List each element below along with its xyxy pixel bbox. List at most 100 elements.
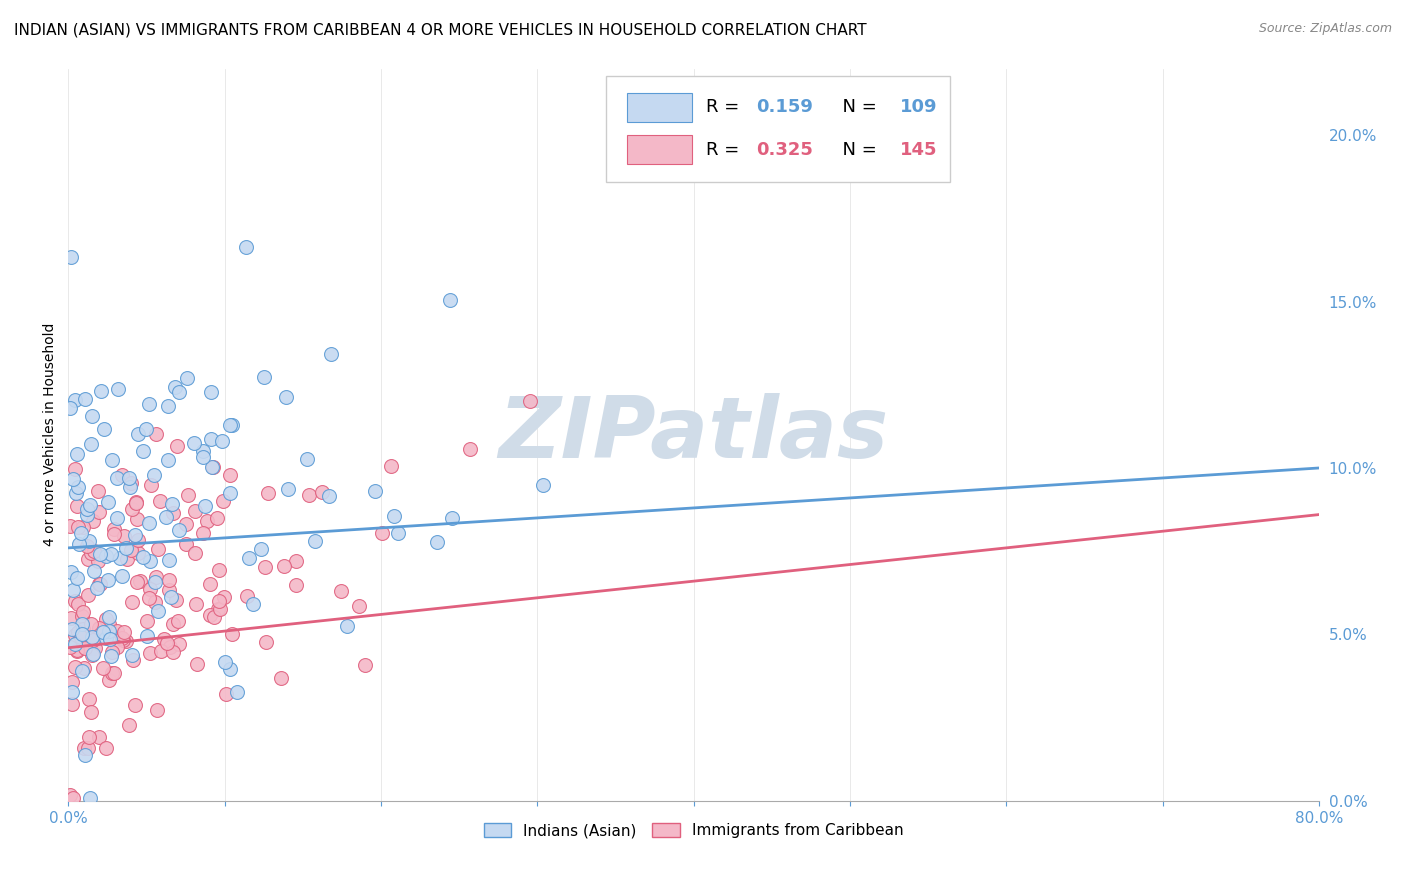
Point <box>221 627 243 641</box>
Point <box>201 460 224 475</box>
Point <box>80 705 103 719</box>
Point <box>155 510 177 524</box>
Point <box>111 468 134 483</box>
Point <box>235 240 257 254</box>
Point <box>79 641 101 656</box>
Point <box>298 488 321 502</box>
Point <box>93 422 115 436</box>
Point <box>201 460 224 475</box>
Point <box>62 582 84 597</box>
Point <box>112 529 135 543</box>
Point <box>72 617 94 632</box>
Point <box>69 630 91 644</box>
Point <box>304 533 326 548</box>
Legend: Indians (Asian), Immigrants from Caribbean: Indians (Asian), Immigrants from Caribbe… <box>478 817 910 845</box>
Point <box>60 675 83 690</box>
Point <box>242 597 264 611</box>
Point <box>83 640 105 655</box>
Point <box>97 573 120 587</box>
Text: 145: 145 <box>900 141 938 159</box>
Point <box>98 610 121 624</box>
Point <box>114 633 136 648</box>
Point <box>371 525 394 540</box>
Point <box>77 588 100 602</box>
Point <box>72 622 94 636</box>
Point <box>90 384 112 399</box>
Point <box>519 394 541 409</box>
Point <box>70 664 93 678</box>
Point <box>153 632 176 646</box>
Point <box>59 611 82 625</box>
Point <box>66 643 89 657</box>
Point <box>208 601 231 615</box>
Point <box>531 478 554 492</box>
Point <box>382 509 405 524</box>
Point <box>254 635 277 649</box>
Text: N =: N = <box>831 141 883 159</box>
Point <box>82 647 104 661</box>
Point <box>125 575 148 590</box>
Point <box>157 399 180 413</box>
Y-axis label: 4 or more Vehicles in Household: 4 or more Vehicles in Household <box>44 323 58 547</box>
Point <box>62 790 84 805</box>
Point <box>354 658 377 673</box>
Point <box>59 565 82 579</box>
Point <box>77 533 100 548</box>
Point <box>200 433 222 447</box>
Point <box>60 622 83 636</box>
Point <box>125 494 148 508</box>
Point <box>200 385 222 400</box>
Text: 0.159: 0.159 <box>756 98 813 116</box>
Text: 109: 109 <box>900 98 938 116</box>
Point <box>73 640 96 655</box>
Point <box>212 493 235 508</box>
Point <box>105 624 128 639</box>
Point <box>191 526 214 541</box>
FancyBboxPatch shape <box>627 136 692 164</box>
Point <box>136 615 159 629</box>
Point <box>72 520 94 534</box>
Point <box>124 528 146 542</box>
Point <box>218 486 240 500</box>
Point <box>440 510 463 524</box>
Point <box>139 478 162 492</box>
Point <box>63 659 86 673</box>
Point <box>191 450 214 464</box>
Point <box>157 583 180 598</box>
Point <box>67 480 90 494</box>
Point <box>82 632 104 647</box>
Point <box>270 671 292 685</box>
Point <box>87 621 110 635</box>
Point <box>60 685 83 699</box>
Point <box>162 506 184 520</box>
Point <box>273 559 295 574</box>
Point <box>387 526 409 541</box>
Point <box>111 631 134 645</box>
Point <box>124 698 146 712</box>
Point <box>98 673 121 687</box>
Point <box>66 571 89 585</box>
Point <box>63 594 86 608</box>
Point <box>160 498 183 512</box>
Point <box>105 640 128 654</box>
Point <box>100 548 122 562</box>
Point <box>139 582 162 597</box>
Point <box>94 741 117 756</box>
Point <box>162 645 184 659</box>
Text: N =: N = <box>831 98 883 116</box>
Point <box>167 637 190 651</box>
Point <box>112 625 135 640</box>
Point <box>202 609 225 624</box>
Point <box>347 599 370 613</box>
Point <box>149 493 172 508</box>
Point <box>174 536 197 550</box>
Point <box>63 392 86 407</box>
Point <box>205 511 228 525</box>
Point <box>73 747 96 762</box>
Point <box>59 519 82 533</box>
Point <box>76 508 98 522</box>
FancyBboxPatch shape <box>627 93 692 122</box>
Point <box>177 488 200 502</box>
Point <box>59 788 82 802</box>
Point <box>120 480 142 494</box>
